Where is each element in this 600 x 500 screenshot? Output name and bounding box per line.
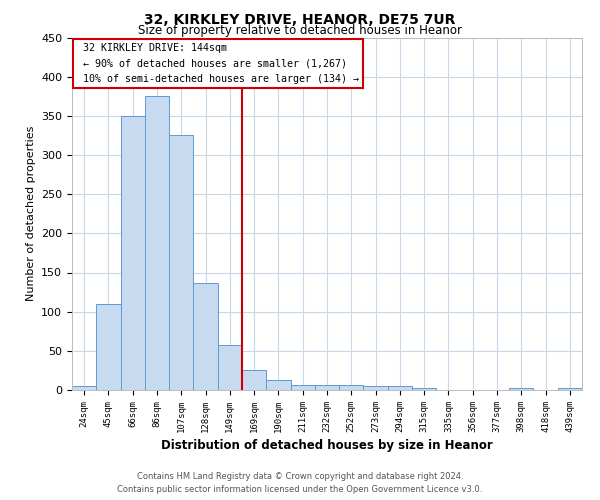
Text: Size of property relative to detached houses in Heanor: Size of property relative to detached ho… <box>138 24 462 37</box>
Bar <box>558 388 582 390</box>
Bar <box>169 136 193 390</box>
Bar <box>388 386 412 390</box>
X-axis label: Distribution of detached houses by size in Heanor: Distribution of detached houses by size … <box>161 439 493 452</box>
Bar <box>509 388 533 390</box>
Bar <box>218 346 242 390</box>
Text: Contains HM Land Registry data © Crown copyright and database right 2024.
Contai: Contains HM Land Registry data © Crown c… <box>118 472 482 494</box>
Bar <box>412 388 436 390</box>
Bar <box>96 304 121 390</box>
Bar <box>145 96 169 390</box>
Text: 32, KIRKLEY DRIVE, HEANOR, DE75 7UR: 32, KIRKLEY DRIVE, HEANOR, DE75 7UR <box>145 12 455 26</box>
Bar <box>339 386 364 390</box>
Bar <box>266 380 290 390</box>
Text: 32 KIRKLEY DRIVE: 144sqm
 ← 90% of detached houses are smaller (1,267)
 10% of s: 32 KIRKLEY DRIVE: 144sqm ← 90% of detach… <box>77 43 359 84</box>
Bar <box>315 386 339 390</box>
Bar <box>290 386 315 390</box>
Y-axis label: Number of detached properties: Number of detached properties <box>26 126 35 302</box>
Bar <box>364 386 388 390</box>
Bar <box>193 282 218 390</box>
Bar <box>72 386 96 390</box>
Bar <box>121 116 145 390</box>
Bar <box>242 370 266 390</box>
